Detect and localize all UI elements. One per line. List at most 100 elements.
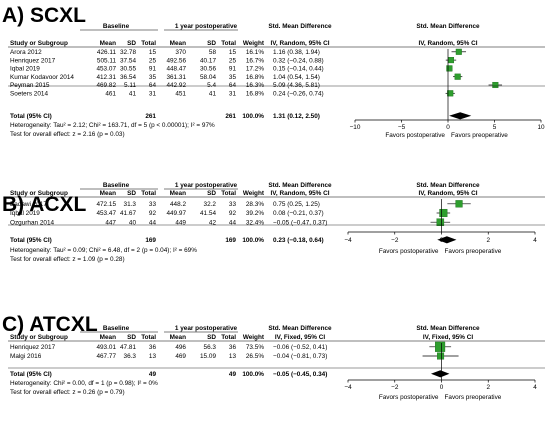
effect-header: Std. Mean Difference: [268, 23, 332, 30]
col-header-total2: Total: [221, 334, 236, 341]
col-header-sd1: SD: [127, 334, 136, 341]
col-header-sd2: SD: [207, 40, 216, 47]
col-header-weight: Weight: [243, 190, 265, 197]
study-marker: [446, 65, 453, 72]
total-effect-ci: 1.31 (0.12, 2.50): [273, 113, 320, 120]
group2-header: 1 year postoperative: [175, 325, 238, 332]
study-weight: 32.4%: [246, 219, 264, 226]
study-mean1: 467.77: [96, 353, 116, 360]
col-header-effect-method: IV, Random, 95% CI: [270, 40, 329, 47]
x-tick-label: 5: [493, 124, 497, 131]
col-header-mean2: Mean: [170, 190, 186, 197]
plot-header: Std. Mean Difference: [416, 182, 480, 189]
study-sd1: 41.67: [120, 210, 136, 217]
study-effect-ci: −0.05 (−0.47, 0.37): [273, 219, 327, 226]
study-total1: 15: [149, 49, 157, 56]
study-total2: 36: [229, 344, 237, 351]
overall-effect-text: Test for overall effect: z = 1.09 (p = 0…: [10, 256, 125, 263]
study-total1: 25: [149, 57, 157, 64]
group1-header: Baseline: [103, 23, 130, 30]
col-header-mean2: Mean: [170, 40, 186, 47]
study-sd1: 30.55: [120, 66, 136, 73]
study-name: Soeters 2014: [10, 91, 48, 98]
overall-effect-text: Test for overall effect: z = 2.16 (p = 0…: [10, 131, 125, 138]
study-sd2: 40.17: [200, 57, 216, 64]
col-header-study: Study or Subgroup: [10, 40, 68, 47]
col-header-sd2: SD: [207, 334, 216, 341]
study-sd1: 36.3: [124, 353, 137, 360]
total-total1: 49: [149, 371, 157, 378]
study-mean1: 412.31: [96, 74, 116, 81]
study-total1: 35: [149, 74, 157, 81]
study-total1: 13: [149, 353, 157, 360]
study-name: Ozgurhan 2014: [10, 219, 55, 226]
study-total2: 92: [229, 210, 237, 217]
total-effect-ci: 0.23 (−0.18, 0.64): [273, 237, 324, 244]
total-diamond: [449, 112, 472, 120]
total-name: Total (95% CI): [10, 371, 52, 378]
x-tick-label: 4: [533, 237, 537, 244]
study-total2: 31: [229, 91, 237, 98]
study-sd2: 58: [209, 49, 217, 56]
study-total1: 44: [149, 219, 157, 226]
study-marker: [455, 200, 463, 208]
study-effect-ci: 0.08 (−0.21, 0.37): [273, 210, 324, 217]
study-name: Iqbal 2019: [10, 210, 40, 217]
heterogeneity-text: Heterogeneity: Tau² = 2.12; Chi² = 163.7…: [10, 122, 215, 129]
group2-header: 1 year postoperative: [175, 182, 238, 189]
study-sd2: 58.04: [200, 74, 216, 81]
study-total2: 64: [229, 82, 237, 89]
study-sd2: 32.2: [204, 201, 217, 208]
study-weight: 73.5%: [246, 344, 264, 351]
study-mean2: 451: [175, 91, 186, 98]
study-total1: 92: [149, 210, 157, 217]
col-header-total1: Total: [141, 40, 156, 47]
x-tick-label: −5: [398, 124, 406, 131]
heterogeneity-text: Heterogeneity: Tau² = 0.09; Chi² = 6.48,…: [10, 247, 197, 254]
study-total2: 15: [229, 49, 237, 56]
study-effect-ci: −0.06 (−0.52, 0.41): [273, 344, 327, 351]
study-marker: [437, 352, 445, 360]
total-total1: 169: [145, 237, 156, 244]
col-header-mean1: Mean: [100, 40, 116, 47]
study-mean1: 453.47: [96, 210, 116, 217]
study-sd2: 56.3: [204, 344, 217, 351]
study-mean2: 496: [175, 344, 186, 351]
study-mean2: 361.31: [166, 74, 186, 81]
study-sd1: 47.81: [120, 344, 136, 351]
study-total2: 44: [229, 219, 237, 226]
study-sd1: 32.78: [120, 49, 136, 56]
study-effect-ci: 1.04 (0.54, 1.54): [273, 74, 320, 81]
study-mean1: 472.15: [96, 201, 116, 208]
total-weight: 100.0%: [242, 113, 264, 120]
total-diamond: [430, 370, 450, 378]
study-marker: [455, 48, 462, 55]
study-marker: [439, 208, 448, 218]
study-effect-ci: 0.24 (−0.26, 0.74): [273, 91, 324, 98]
col-header-total1: Total: [141, 190, 156, 197]
col-header-mean1: Mean: [100, 190, 116, 197]
total-total2: 49: [229, 371, 237, 378]
favors-left-label: Favors postoperative: [379, 248, 439, 255]
col-header-sd1: SD: [127, 40, 136, 47]
study-total2: 35: [229, 74, 237, 81]
study-name: Malgi 2016: [10, 353, 42, 360]
favors-right-label: Favors preoperative: [445, 394, 502, 401]
x-tick-label: −2: [391, 384, 399, 391]
study-name: Peyman 2015: [10, 82, 50, 89]
study-weight: 28.3%: [246, 201, 264, 208]
plot-header: Std. Mean Difference: [416, 325, 480, 332]
study-mean1: 461: [105, 91, 116, 98]
study-marker: [454, 73, 461, 80]
study-total2: 91: [229, 66, 237, 73]
forest-plot-svg: Baseline 1 year postoperative Std. Mean Di…: [8, 182, 545, 263]
favors-right-label: Favors preoperative: [451, 132, 508, 139]
col-header-mean1: Mean: [100, 334, 116, 341]
study-sd2: 15.09: [200, 353, 216, 360]
study-weight: 39.2%: [246, 210, 264, 217]
study-total2: 13: [229, 353, 237, 360]
panel-title: C) ATCXL: [2, 313, 98, 336]
col-header-total1: Total: [141, 334, 156, 341]
study-name: Iqbal 2019: [10, 66, 40, 73]
x-tick-label: −4: [344, 237, 352, 244]
